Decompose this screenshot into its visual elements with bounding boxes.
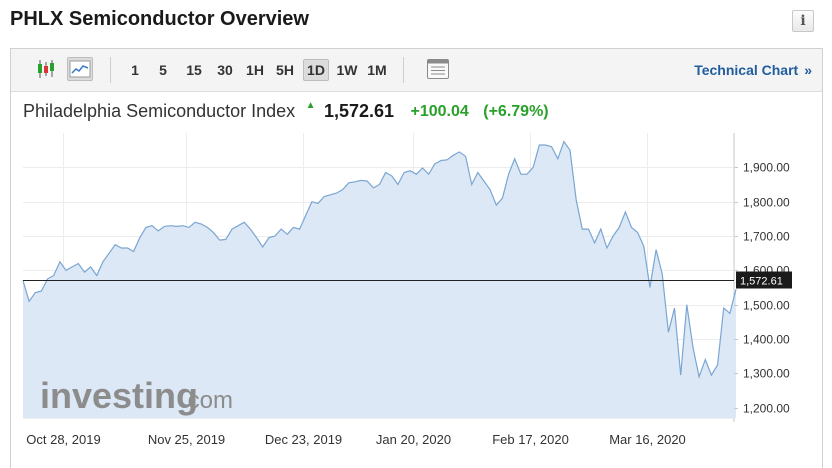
- chart-panel: 1 5 15 30 1H 5H 1D 1W 1M Technical Chart…: [10, 48, 823, 468]
- y-tick-label: 1,500.00: [743, 299, 790, 313]
- technical-chart-label: Technical Chart: [694, 62, 799, 78]
- watermark-brand: investing: [40, 375, 198, 416]
- watermark-suffix: .com: [181, 387, 233, 414]
- line-chart-icon[interactable]: [67, 57, 93, 81]
- period-1[interactable]: 1: [131, 62, 139, 78]
- current-price-tag: 1,572.61: [736, 271, 792, 289]
- price-change-percent: (+6.79%): [483, 102, 549, 120]
- period-30[interactable]: 30: [217, 62, 233, 78]
- chevron-right-icon: »: [804, 62, 812, 78]
- x-tick-label: Feb 17, 2020: [492, 432, 569, 447]
- quote-header: Philadelphia Semiconductor Index ▲ 1,572…: [23, 100, 549, 125]
- toolbar-divider: [403, 57, 404, 83]
- period-5h[interactable]: 5H: [276, 62, 294, 78]
- y-tick-label: 1,200.00: [743, 402, 790, 416]
- chart-toolbar: 1 5 15 30 1H 5H 1D 1W 1M Technical Chart…: [11, 49, 822, 92]
- y-axis: 1,200.001,300.001,400.001,500.001,600.00…: [734, 161, 790, 416]
- instrument-name: Philadelphia Semiconductor Index: [23, 101, 296, 121]
- y-tick-label: 1,300.00: [743, 367, 790, 381]
- x-tick-label: Oct 28, 2019: [26, 432, 100, 447]
- period-1m[interactable]: 1M: [367, 62, 387, 78]
- period-15[interactable]: 15: [186, 62, 202, 78]
- arrow-up-icon: ▲: [305, 100, 316, 111]
- price-area: [23, 141, 736, 418]
- x-tick-label: Nov 25, 2019: [148, 432, 225, 447]
- current-price-label: 1,572.61: [740, 276, 783, 288]
- x-tick-label: Dec 23, 2019: [265, 432, 342, 447]
- technical-chart-link[interactable]: Technical Chart »: [694, 62, 812, 78]
- period-1w[interactable]: 1W: [336, 62, 358, 78]
- current-price-tag-bg: [736, 271, 792, 289]
- period-1h[interactable]: 1H: [246, 62, 264, 78]
- x-axis: Oct 28, 2019 Nov 25, 2019 Dec 23, 2019 Jan …: [26, 432, 686, 447]
- toolbar-divider: [110, 57, 111, 83]
- period-1d[interactable]: 1D: [303, 59, 329, 81]
- y-tick-label: 1,400.00: [743, 333, 790, 347]
- x-tick-label: Mar 16, 2020: [609, 432, 686, 447]
- x-tick-label: Jan 20, 2020: [376, 432, 451, 447]
- price-change: +100.04: [410, 102, 469, 120]
- info-icon[interactable]: i: [792, 10, 814, 32]
- chart-settings-icon[interactable]: [425, 57, 451, 81]
- period-5[interactable]: 5: [159, 62, 167, 78]
- candlestick-icon[interactable]: [33, 57, 59, 81]
- last-price: 1,572.61: [323, 101, 395, 121]
- y-tick-label: 1,800.00: [743, 196, 790, 210]
- y-tick-label: 1,900.00: [743, 161, 790, 175]
- price-line: [22, 140, 737, 379]
- y-tick-label: 1,700.00: [743, 230, 790, 244]
- page-title: PHLX Semiconductor Overview: [10, 8, 309, 30]
